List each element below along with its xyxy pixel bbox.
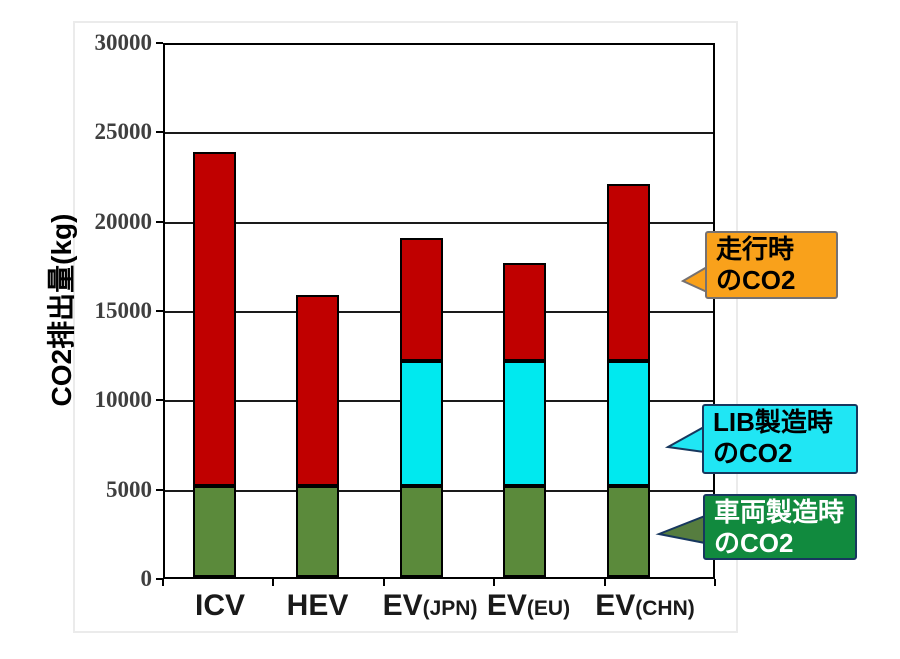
x-category-label: ICV bbox=[135, 588, 305, 624]
gridline bbox=[165, 132, 713, 135]
bar-segment-driving bbox=[192, 151, 236, 487]
y-tick-label: 20000 bbox=[94, 208, 153, 234]
bar-segment-vehicle bbox=[399, 486, 443, 577]
plot-area bbox=[163, 43, 715, 579]
x-category-label: EV(JPN) bbox=[345, 588, 515, 624]
x-category-label-main: EV bbox=[382, 589, 423, 622]
bar-segment-driving bbox=[399, 237, 443, 361]
bar-segment-driving bbox=[606, 184, 650, 362]
x-category-label-main: ICV bbox=[194, 589, 245, 622]
bar-segment-vehicle bbox=[192, 486, 236, 577]
callout-line2: のCO2 bbox=[713, 438, 793, 468]
bar-segment-lib bbox=[606, 361, 650, 487]
y-axis-tick bbox=[156, 399, 163, 402]
callout-vehicle-manufacturing-co2: 車両製造時 のCO2 bbox=[703, 494, 857, 560]
x-category-label: HEV bbox=[233, 588, 403, 624]
bar-segment-lib bbox=[399, 361, 443, 487]
bar-segment-driving bbox=[296, 294, 339, 487]
callout-line2: のCO2 bbox=[716, 265, 796, 295]
x-axis-tick bbox=[493, 579, 496, 586]
x-category-label-main: EV bbox=[486, 589, 527, 622]
gridline bbox=[165, 221, 713, 224]
y-axis-tick bbox=[156, 310, 163, 312]
y-axis-tick bbox=[156, 578, 163, 580]
bar-segment-lib bbox=[503, 361, 546, 487]
y-tick-label: 15000 bbox=[94, 298, 153, 323]
bar-segment-vehicle bbox=[296, 486, 339, 577]
x-category-label: EV(EU) bbox=[444, 588, 614, 624]
x-axis-tick bbox=[382, 579, 385, 586]
callout-line1: LIB製造時 bbox=[713, 407, 833, 437]
y-axis-tick bbox=[156, 131, 163, 134]
y-tick-label: 10000 bbox=[94, 387, 153, 413]
callout-lib-manufacturing-co2: LIB製造時 のCO2 bbox=[702, 404, 858, 474]
bar-segment-vehicle bbox=[503, 486, 546, 577]
x-category-label-sub: (CHN) bbox=[635, 597, 695, 620]
callout-line2: のCO2 bbox=[714, 528, 794, 558]
x-axis-tick bbox=[714, 579, 716, 586]
x-axis-tick bbox=[272, 579, 275, 586]
callout-line1: 車両製造時 bbox=[714, 497, 845, 527]
callout-line1: 走行時 bbox=[716, 234, 795, 264]
callout-driving-co2: 走行時 のCO2 bbox=[705, 231, 838, 299]
x-category-label-main: HEV bbox=[286, 589, 349, 622]
y-tick-label: 5000 bbox=[106, 476, 152, 502]
y-tick-label: 0 bbox=[140, 566, 153, 591]
y-tick-label: 30000 bbox=[94, 30, 153, 55]
y-axis-tick bbox=[156, 220, 163, 223]
x-category-label-sub: (EU) bbox=[526, 597, 571, 620]
y-axis-tick bbox=[156, 42, 163, 44]
x-category-label-main: EV bbox=[595, 589, 636, 622]
x-axis-tick bbox=[162, 579, 164, 586]
x-axis-tick bbox=[603, 579, 606, 586]
x-category-label: EV(CHN) bbox=[560, 588, 730, 624]
bar-segment-driving bbox=[503, 262, 546, 362]
y-tick-label: 25000 bbox=[94, 119, 153, 145]
y-axis-tick bbox=[156, 488, 163, 491]
bar-segment-vehicle bbox=[606, 486, 650, 577]
x-category-label-sub: (JPN) bbox=[422, 597, 478, 620]
